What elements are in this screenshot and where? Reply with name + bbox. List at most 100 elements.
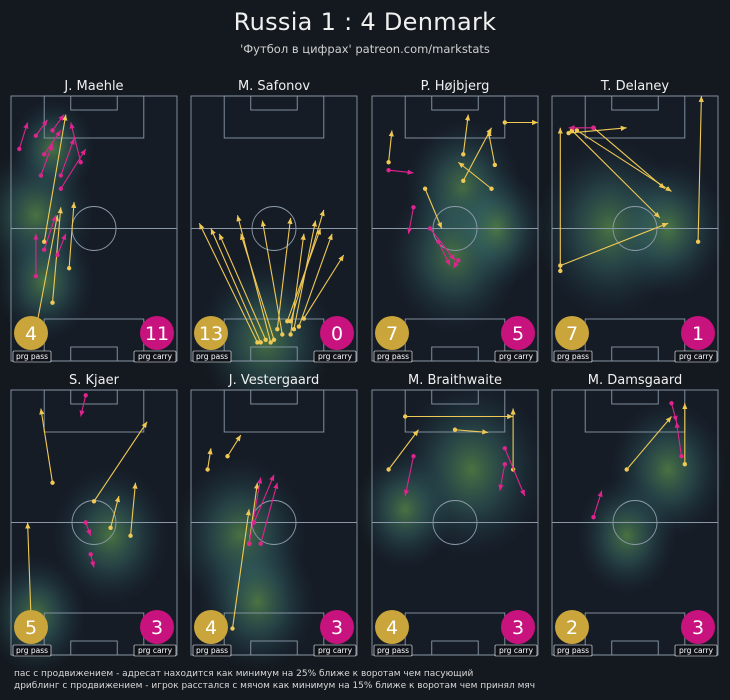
legend: пас с продвижением - адресат находится к… bbox=[14, 668, 535, 692]
prg-pass-arrow bbox=[462, 114, 471, 155]
prg-pass-count: 7 bbox=[566, 323, 578, 345]
prg-pass-origin bbox=[128, 533, 133, 538]
prg-carry-origin bbox=[38, 173, 44, 178]
heat-blob bbox=[199, 532, 316, 672]
prg-pass-origin bbox=[489, 186, 494, 191]
prg-carry-origin bbox=[591, 125, 596, 130]
prg-carry-arrow bbox=[60, 148, 87, 190]
prg-carry-origin bbox=[258, 541, 263, 546]
prg-carry-tag bbox=[674, 644, 718, 657]
top-goal-box bbox=[611, 389, 659, 405]
prg-pass-count: 2 bbox=[566, 617, 578, 639]
prg-carry-origin bbox=[502, 462, 507, 467]
prg-pass-arrow bbox=[571, 130, 661, 219]
prg-carry-arrow bbox=[89, 554, 96, 568]
prg-carry-arrow bbox=[52, 114, 65, 131]
prg-carry-badge bbox=[140, 316, 174, 350]
prg-carry-badge bbox=[501, 610, 535, 644]
prg-pass-badge bbox=[555, 610, 589, 644]
player-panel: P. Højbjerg 7 prg pass 5 prg carry bbox=[371, 79, 547, 363]
player-name: S. Kjaer bbox=[69, 373, 120, 388]
prg-pass-origin bbox=[271, 337, 277, 342]
prg-pass-arrow bbox=[593, 127, 666, 190]
prg-carry-origin bbox=[50, 128, 55, 133]
prg-pass-arrow bbox=[35, 215, 59, 330]
top-goal-box bbox=[431, 389, 479, 405]
prg-carry-badge bbox=[501, 316, 535, 350]
prg-pass-origin bbox=[288, 319, 293, 324]
prg-carry-arrow bbox=[403, 456, 415, 497]
prg-carry-arrow bbox=[40, 143, 54, 176]
prg-pass-arrow bbox=[218, 233, 267, 341]
top-goal-box bbox=[250, 95, 298, 111]
prg-pass-origin bbox=[50, 480, 55, 485]
prg-pass-origin bbox=[108, 525, 113, 530]
center-circle bbox=[432, 206, 478, 251]
prg-carry-origin bbox=[55, 252, 60, 258]
prg-carry-label: prg carry bbox=[679, 646, 714, 655]
player-name: P. Højbjerg bbox=[421, 79, 490, 94]
prg-pass-arrow bbox=[454, 429, 489, 435]
prg-pass-tag bbox=[192, 350, 232, 363]
prg-pass-arrow bbox=[276, 217, 293, 330]
prg-pass-origin bbox=[288, 332, 293, 337]
prg-carry-origin bbox=[669, 401, 674, 406]
prg-pass-arrow bbox=[290, 233, 306, 335]
prg-carry-arrow bbox=[674, 421, 683, 457]
prg-carry-count: 11 bbox=[145, 323, 169, 345]
bottom-goal-box bbox=[70, 346, 118, 362]
player-panel: J. Maehle 4 prg pass 11 prg carry bbox=[0, 79, 178, 363]
prg-carry-origin bbox=[17, 146, 22, 152]
prg-carry-origin bbox=[88, 552, 93, 557]
prg-pass-origin bbox=[301, 316, 307, 321]
prg-pass-label: prg pass bbox=[557, 646, 589, 655]
prg-pass-origin bbox=[558, 263, 563, 268]
prg-carry-arrow bbox=[43, 130, 62, 155]
player-panel: M. Safonov 13 prg pass 0 prg carry bbox=[190, 79, 358, 420]
prg-carry-origin bbox=[679, 454, 684, 459]
prg-pass-origin bbox=[422, 186, 428, 191]
bottom-goal-box bbox=[250, 640, 298, 656]
prg-pass-origin bbox=[230, 626, 235, 631]
prg-pass-origin bbox=[558, 268, 563, 274]
top-goal-box bbox=[611, 95, 659, 111]
prg-carry-origin bbox=[42, 247, 47, 252]
prg-carry-badge bbox=[681, 610, 715, 644]
prg-pass-arrow bbox=[240, 233, 275, 340]
prg-carry-badge bbox=[681, 316, 715, 350]
heat-blob bbox=[11, 99, 94, 199]
prg-pass-origin bbox=[461, 178, 466, 183]
prg-pass-arrow bbox=[207, 448, 213, 470]
prg-carry-arrow bbox=[437, 241, 451, 266]
prg-carry-origin bbox=[83, 520, 88, 525]
bottom-goal-box bbox=[611, 640, 659, 656]
prg-pass-count: 7 bbox=[386, 323, 398, 345]
heat-blob bbox=[52, 466, 169, 606]
prg-pass-badge bbox=[14, 610, 48, 644]
prg-pass-tag bbox=[553, 644, 593, 657]
heat-blob bbox=[576, 476, 677, 596]
prg-pass-count: 5 bbox=[25, 617, 37, 639]
prg-pass-label: prg pass bbox=[557, 352, 589, 361]
top-goal-box bbox=[250, 389, 298, 405]
prg-pass-badge bbox=[555, 316, 589, 350]
prg-carry-tag bbox=[133, 350, 177, 363]
center-circle bbox=[612, 500, 658, 545]
player-panel: J. Vestergaard 4 prg pass 3 prg carry bbox=[174, 373, 358, 672]
prg-pass-arrow bbox=[68, 201, 77, 269]
player-name: J. Maehle bbox=[63, 79, 123, 94]
prg-carry-count: 1 bbox=[692, 323, 704, 345]
prg-pass-origin bbox=[50, 300, 55, 305]
prg-pass-arrow bbox=[303, 254, 345, 319]
bottom-goal-box bbox=[70, 640, 118, 656]
prg-pass-arrow bbox=[388, 429, 419, 470]
prg-pass-origin bbox=[386, 160, 391, 165]
prg-carry-arrow bbox=[498, 464, 506, 491]
prg-pass-tag bbox=[192, 644, 232, 657]
prg-pass-arrow bbox=[697, 95, 704, 242]
prg-carry-count: 5 bbox=[512, 323, 524, 345]
prg-pass-label: prg pass bbox=[196, 352, 228, 361]
legend-prg-carry: дриблинг с продвижением - игрок рассталс… bbox=[14, 681, 536, 691]
